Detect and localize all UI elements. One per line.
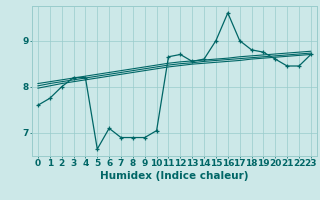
X-axis label: Humidex (Indice chaleur): Humidex (Indice chaleur) <box>100 171 249 181</box>
